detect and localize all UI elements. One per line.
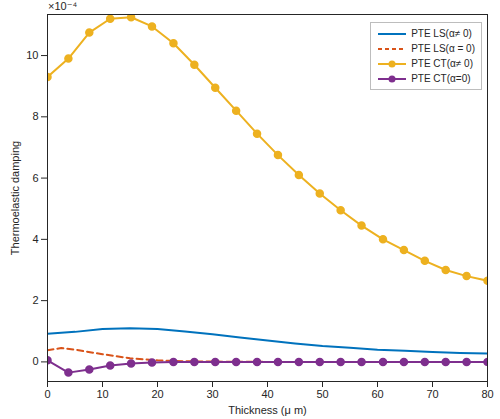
svg-text:Thickness (μ m): Thickness (μ m)	[228, 404, 306, 416]
svg-text:0: 0	[32, 355, 38, 367]
html-text:PTE LS(α = 0): PTE LS(α = 0)	[411, 43, 475, 54]
svg-text:70: 70	[426, 388, 438, 400]
html-text:PTE LS(α≠ 0): PTE LS(α≠ 0)	[411, 28, 472, 39]
svg-text:50: 50	[316, 388, 328, 400]
svg-text:80: 80	[481, 388, 493, 400]
svg-text:4: 4	[32, 233, 38, 245]
svg-text:8: 8	[32, 110, 38, 122]
svg-text:0: 0	[44, 388, 50, 400]
svg-text:30: 30	[206, 388, 218, 400]
svg-text:Thermoelastic damping: Thermoelastic damping	[9, 141, 21, 255]
svg-text:6: 6	[32, 172, 38, 184]
svg-text:10: 10	[26, 49, 38, 61]
svg-text:2: 2	[32, 294, 38, 306]
html-text:PTE CT(α=0): PTE CT(α=0)	[411, 73, 471, 84]
html-text:PTE CT(α≠ 0): PTE CT(α≠ 0)	[411, 58, 473, 69]
svg-text:60: 60	[371, 388, 383, 400]
svg-text:20: 20	[151, 388, 163, 400]
svg-text:10: 10	[96, 388, 108, 400]
html-text:×10⁻⁴: ×10⁻⁴	[48, 0, 78, 12]
svg-text:40: 40	[261, 388, 273, 400]
